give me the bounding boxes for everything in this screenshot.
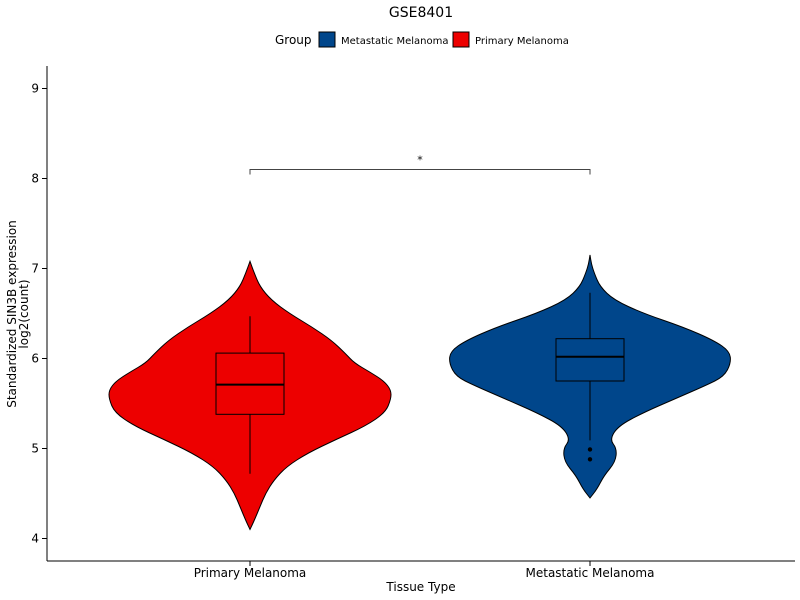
significance-bracket [249, 169, 591, 175]
x-axis-label: Tissue Type [385, 580, 455, 594]
legend-label-metastatic: Metastatic Melanoma [341, 36, 448, 47]
x-tick-label-1: Metastatic Melanoma [526, 566, 655, 580]
violin-primary-melanoma [108, 259, 392, 531]
y-axis: 4 5 6 7 8 9 [31, 82, 47, 546]
x-tick-label-0: Primary Melanoma [194, 566, 307, 580]
x-axis: Primary Melanoma Metastatic Melanoma [194, 561, 655, 580]
outlier-metastatic-melanoma-0 [587, 447, 593, 452]
y-tick-label-4: 4 [31, 532, 39, 546]
chart-title: GSE8401 [389, 5, 453, 21]
y-tick-label-7: 7 [31, 262, 39, 276]
legend-title: Group [275, 33, 312, 47]
legend-label-primary: Primary Melanoma [475, 36, 569, 47]
box-metastatic-melanoma [555, 338, 625, 382]
legend-swatch-primary [452, 31, 470, 48]
y-tick-label-6: 6 [31, 352, 39, 366]
significance-label: * [417, 154, 423, 167]
y-tick-label-5: 5 [31, 442, 39, 456]
y-axis-label-line1: Standardized SIN3B expression [5, 220, 19, 408]
outlier-metastatic-melanoma-1 [587, 457, 593, 462]
plot-area: * [108, 154, 731, 531]
violin-metastatic-melanoma [449, 254, 731, 499]
legend: Group Metastatic Melanoma Primary Melano… [275, 31, 569, 48]
y-axis-label-line2: log2(count) [17, 279, 31, 348]
legend-swatch-metastatic [318, 31, 336, 48]
y-tick-label-9: 9 [31, 82, 39, 96]
y-tick-label-8: 8 [31, 172, 39, 186]
